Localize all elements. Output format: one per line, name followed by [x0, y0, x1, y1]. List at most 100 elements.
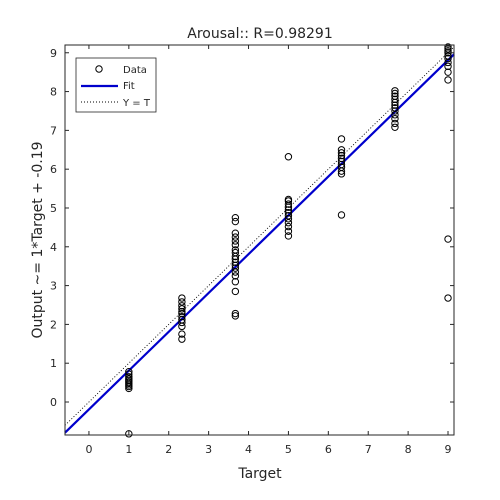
data-point — [444, 54, 452, 63]
data-point — [444, 76, 452, 84]
data-point — [444, 52, 452, 60]
data-point — [444, 43, 452, 51]
y-tick-label: 4 — [50, 241, 57, 254]
data-point — [125, 373, 133, 381]
data-point — [231, 213, 240, 222]
data-points-layer — [125, 43, 452, 438]
x-tick-label: 7 — [365, 443, 372, 456]
data-point — [231, 278, 240, 286]
x-tick-label: 5 — [285, 443, 292, 456]
fit-line — [64, 53, 455, 434]
data-point — [284, 219, 293, 227]
x-axis-label: Target — [237, 466, 282, 482]
x-tick-label: 2 — [165, 443, 172, 456]
data-point — [231, 287, 240, 296]
data-point — [444, 294, 452, 302]
data-point — [178, 312, 186, 321]
data-point — [125, 375, 133, 383]
data-point — [231, 309, 240, 318]
y-tick-label: 7 — [50, 124, 57, 137]
x-tick-label: 6 — [325, 443, 332, 456]
data-point — [337, 154, 346, 163]
legend-identity-label: Y = T — [122, 98, 151, 109]
data-point — [391, 119, 399, 128]
data-point — [284, 206, 293, 214]
x-tick-label: 0 — [85, 443, 92, 456]
data-point — [337, 149, 346, 157]
x-tick-label: 9 — [445, 443, 452, 456]
y-tick-label: 9 — [50, 47, 57, 60]
data-point — [231, 246, 240, 254]
data-point — [178, 309, 186, 318]
y-tick-label: 2 — [50, 318, 57, 331]
chart-title: Arousal:: R=0.98291 — [187, 26, 332, 42]
data-point — [391, 89, 399, 98]
legend-data-marker — [95, 65, 103, 73]
data-point — [391, 115, 399, 123]
data-point — [444, 68, 452, 76]
legend: Data Fit Y = T — [75, 57, 157, 113]
data-point — [231, 233, 240, 241]
data-point — [231, 229, 240, 237]
data-point — [391, 92, 399, 100]
legend-data-label: Data — [123, 65, 147, 76]
y-tick-label: 1 — [50, 357, 57, 370]
y-tick-label: 5 — [50, 202, 57, 215]
data-point — [231, 312, 240, 320]
data-point — [178, 302, 186, 310]
y-axis-ticks: 0 1 2 3 4 5 6 7 8 9 — [50, 47, 454, 409]
data-point — [391, 101, 399, 109]
data-point — [178, 307, 186, 316]
identity-line — [64, 46, 455, 426]
data-point — [284, 222, 293, 231]
legend-fit-label: Fit — [123, 81, 135, 92]
y-tick-label: 8 — [50, 86, 57, 99]
data-point — [337, 146, 346, 154]
data-point — [231, 272, 240, 280]
data-point — [337, 135, 346, 143]
x-axis-ticks: 0 1 2 3 4 5 6 7 8 9 — [85, 45, 452, 456]
data-point — [178, 330, 186, 338]
data-point — [391, 107, 399, 115]
data-point — [231, 237, 240, 245]
data-point — [178, 294, 186, 302]
x-tick-label: 3 — [205, 443, 212, 456]
data-point — [178, 298, 186, 306]
data-point — [337, 163, 346, 171]
data-point — [284, 232, 293, 240]
data-point — [284, 208, 293, 217]
data-point — [231, 217, 240, 226]
data-point — [125, 370, 133, 378]
data-point — [284, 200, 293, 208]
y-tick-label: 0 — [50, 396, 57, 409]
data-point — [284, 195, 293, 204]
data-point — [391, 104, 399, 112]
data-point — [231, 241, 240, 249]
data-point — [178, 305, 186, 313]
data-point — [444, 62, 452, 71]
data-point — [337, 157, 346, 166]
data-point — [231, 248, 240, 257]
x-tick-label: 4 — [245, 443, 252, 456]
data-point — [284, 212, 293, 220]
y-tick-label: 6 — [50, 163, 57, 176]
data-point — [391, 87, 399, 95]
data-point — [125, 430, 133, 438]
data-point — [284, 153, 293, 161]
y-tick-label: 3 — [50, 280, 57, 293]
data-point — [231, 258, 240, 267]
plot-frame — [64, 44, 455, 436]
data-point — [391, 111, 399, 119]
data-point — [337, 211, 346, 219]
data-point — [337, 151, 346, 160]
data-point — [231, 264, 240, 272]
data-point — [178, 335, 186, 343]
data-point — [391, 95, 399, 104]
x-tick-label: 1 — [125, 443, 132, 456]
data-point — [125, 368, 133, 376]
y-axis-label: Output ~= 1*Target + -0.19 — [30, 141, 46, 338]
data-point — [284, 227, 293, 235]
data-point — [444, 235, 452, 243]
lines-layer — [64, 46, 455, 434]
